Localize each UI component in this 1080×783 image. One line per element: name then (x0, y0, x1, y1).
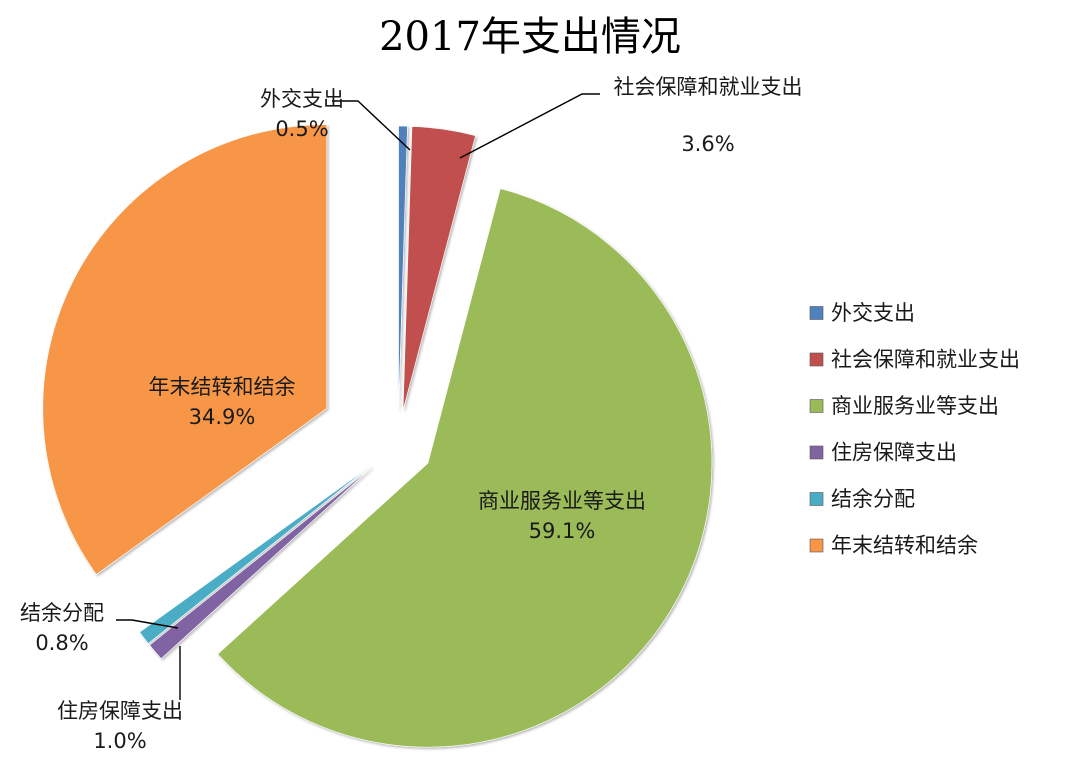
slice-label-carryover: 年末结转和结余 (149, 375, 296, 399)
leader-line-diplomacy (332, 100, 411, 151)
slice-labels: 外交支出 0.5% 社会保障和就业支出 3.6% 商业服务业等支出 59.1% 住房保障支出… (20, 75, 803, 753)
data-label-social-security: 3.6% (681, 132, 734, 156)
slice-label-housing: 住房保障支出 (57, 699, 183, 723)
legend-label-social-security: 社会保障和就业支出 (831, 348, 1020, 372)
slice-label-commerce: 商业服务业等支出 (478, 489, 646, 513)
leader-line-social-security (459, 93, 600, 159)
data-label-commerce: 59.1% (529, 519, 596, 543)
leader-lines (116, 93, 600, 700)
pie-slice-carryover (42, 124, 328, 575)
chart-title: 2017年支出情况 (379, 14, 681, 60)
pie-slice-surplus (139, 465, 371, 644)
legend-label-commerce: 商业服务业等支出 (831, 394, 999, 418)
pie-slice-social-security (402, 126, 476, 411)
slice-label-diplomacy: 外交支出 (260, 87, 344, 111)
pie-slices (42, 124, 713, 748)
legend-swatch-surplus (809, 492, 824, 506)
slice-label-social-security-line-1: 社会保障和就业支出 (614, 75, 803, 99)
legend-label-diplomacy: 外交支出 (831, 301, 915, 325)
legend-label-surplus: 结余分配 (831, 487, 915, 511)
data-label-housing: 1.0% (93, 729, 146, 753)
legend-swatch-housing (809, 445, 824, 460)
legend-label-housing: 住房保障支出 (831, 441, 957, 465)
legend-swatch-social-security (809, 352, 824, 367)
data-label-diplomacy: 0.5% (275, 117, 328, 141)
data-label-surplus: 0.8% (35, 631, 88, 655)
legend-swatch-diplomacy (809, 306, 824, 320)
leader-line-surplus (116, 619, 179, 629)
pie-slice-diplomacy (398, 125, 408, 411)
legend-swatch-commerce (809, 399, 824, 413)
legend-swatch-carryover (809, 538, 824, 553)
slice-label-surplus: 结余分配 (20, 601, 104, 625)
legend-label-carryover: 年末结转和结余 (831, 534, 978, 558)
data-label-carryover: 34.9% (189, 405, 256, 429)
pie-slice-housing (149, 467, 372, 660)
pie-slice-commerce (217, 188, 713, 748)
